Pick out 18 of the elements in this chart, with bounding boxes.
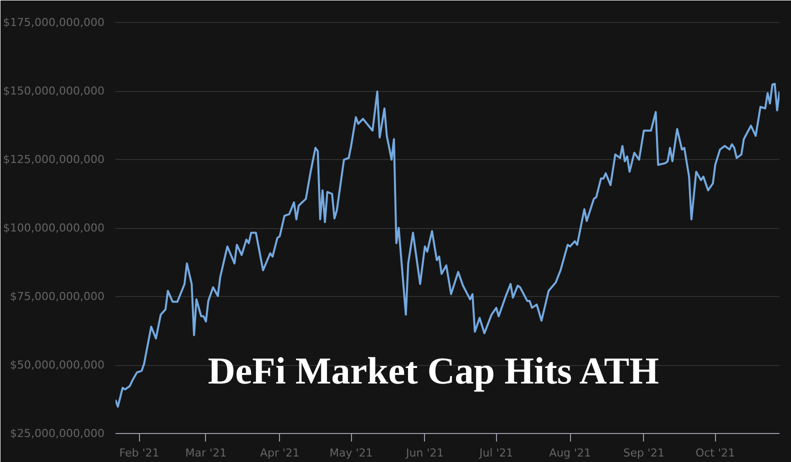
x-tick-label: Apr '21 [260, 446, 300, 460]
x-tick-label: Sep '21 [623, 446, 664, 460]
y-tick-label: $150,000,000,000 [3, 84, 105, 98]
y-tick-label: $125,000,000,000 [3, 153, 105, 166]
x-tick-label: Oct '21 [695, 446, 736, 460]
text: DeFi Market Cap Hits ATH [208, 350, 659, 392]
line-series [116, 82, 780, 408]
x-tick-label: May '21 [329, 446, 373, 460]
y-tick-label: $50,000,000,000 [10, 358, 105, 372]
x-tick-label: Jul '21 [478, 446, 514, 460]
x-tick-label: Aug '21 [549, 446, 592, 460]
y-tick-label: $75,000,000,000 [10, 290, 105, 304]
x-tick-label: Feb '21 [119, 446, 160, 460]
y-tick-label: $175,000,000,000 [3, 16, 105, 30]
x-tick-label: Mar '21 [185, 446, 227, 460]
x-tick-label: Jun '21 [405, 446, 444, 460]
y-tick-label: $100,000,000,000 [3, 222, 105, 235]
y-tick-label: $25,000,000,000 [10, 427, 105, 440]
